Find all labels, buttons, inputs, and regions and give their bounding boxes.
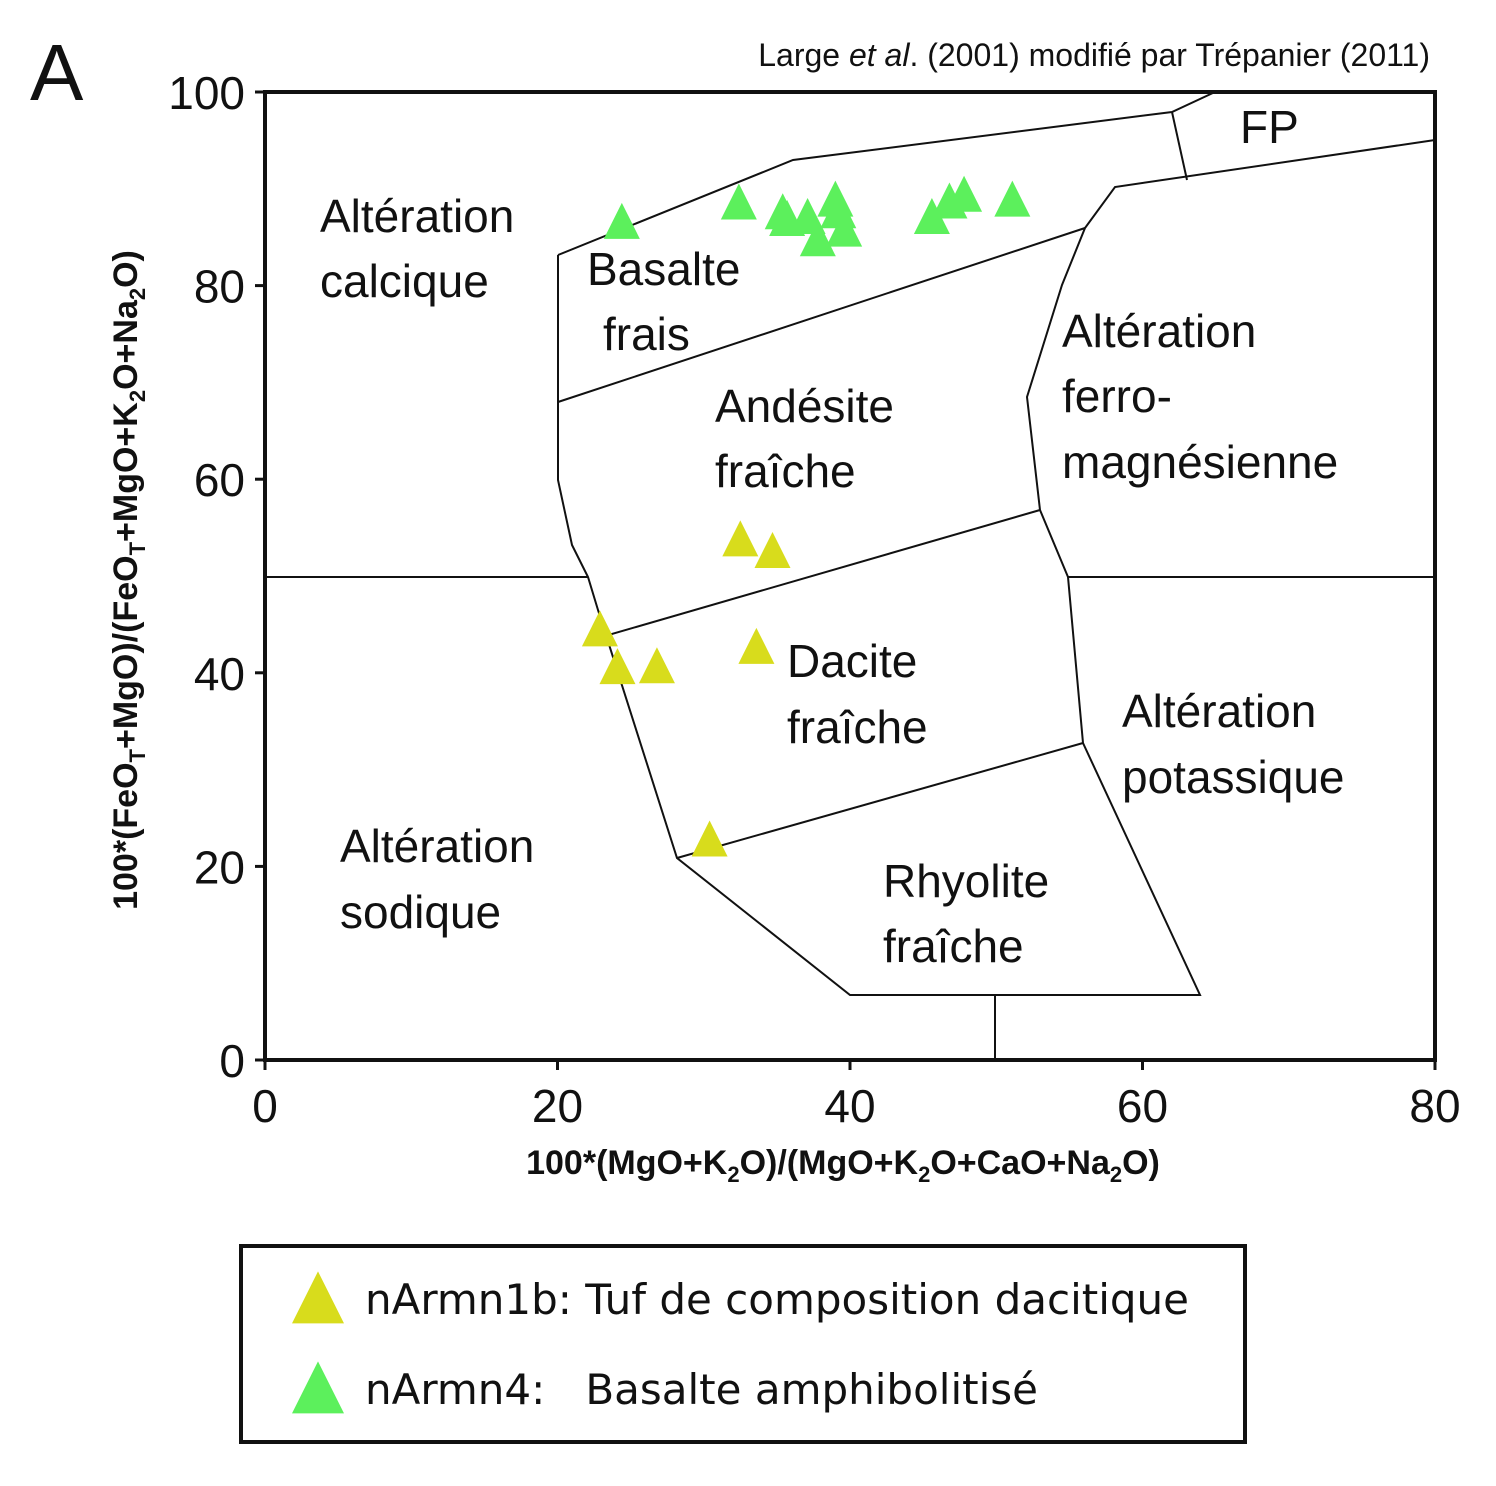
- point: [826, 210, 863, 247]
- region-label: Altération: [320, 190, 514, 242]
- legend-marker: [292, 1271, 344, 1324]
- point: [599, 648, 636, 685]
- x-tick-label: 0: [252, 1080, 278, 1132]
- region-label: FP: [1240, 101, 1299, 153]
- point: [720, 183, 757, 220]
- y-tick-label: 0: [219, 1035, 245, 1087]
- y-axis-label: 100*(FeOT+MgO)/(FeOT+MgO+K2O+Na2O): [107, 250, 150, 910]
- region-label: Dacite: [787, 635, 917, 687]
- y-tick-label: 100: [168, 67, 245, 119]
- point: [799, 220, 836, 257]
- region-label: fraîche: [787, 701, 928, 753]
- point: [638, 647, 675, 684]
- region-label: magnésienne: [1062, 436, 1338, 488]
- point: [603, 202, 640, 239]
- region-label: potassique: [1122, 751, 1345, 803]
- legend-box: [239, 1244, 1247, 1444]
- point: [946, 175, 983, 212]
- region-label: Andésite: [715, 380, 894, 432]
- region-label: Basalte: [587, 243, 740, 295]
- x-axis-label: 100*(MgO+K2O)/(MgO+K2O+CaO+Na2O): [526, 1144, 1160, 1187]
- x-tick-label: 40: [824, 1080, 875, 1132]
- point: [691, 820, 728, 857]
- region-label: frais: [603, 308, 690, 360]
- region-label: calcique: [320, 255, 489, 307]
- point: [913, 198, 950, 235]
- panel-label: A: [30, 28, 84, 117]
- legend-label: nArmn4: Basalte amphibolitisé: [365, 1365, 1038, 1414]
- region-label: Altération: [1122, 685, 1316, 737]
- point: [722, 520, 759, 557]
- region-label: Rhyolite: [883, 855, 1049, 907]
- y-tick-label: 60: [194, 454, 245, 506]
- region-label: Altération: [1062, 305, 1256, 357]
- region-labels: Altération calcique Basalte frais Andési…: [320, 101, 1345, 972]
- y-tick-label: 20: [194, 841, 245, 893]
- point: [994, 180, 1031, 217]
- x-tick-label: 80: [1409, 1080, 1460, 1132]
- x-tick-label: 20: [532, 1080, 583, 1132]
- y-tick-label: 80: [194, 261, 245, 313]
- region-label: Altération: [340, 820, 534, 872]
- point: [738, 627, 775, 664]
- region-label: fraîche: [715, 445, 856, 497]
- field-boundaries: [265, 91, 1436, 1060]
- legend-label: nArmn1b: Tuf de composition dacitique: [365, 1275, 1189, 1324]
- x-tick-label: 60: [1117, 1080, 1168, 1132]
- legend-marker: [292, 1361, 344, 1414]
- chart-title: Large et al. (2001) modifié par Trépanie…: [758, 37, 1430, 73]
- region-label: ferro-: [1062, 370, 1172, 422]
- y-tick-label: 40: [194, 648, 245, 700]
- region-label: fraîche: [883, 920, 1024, 972]
- region-label: sodique: [340, 886, 501, 938]
- point: [581, 610, 618, 647]
- point: [754, 532, 791, 568]
